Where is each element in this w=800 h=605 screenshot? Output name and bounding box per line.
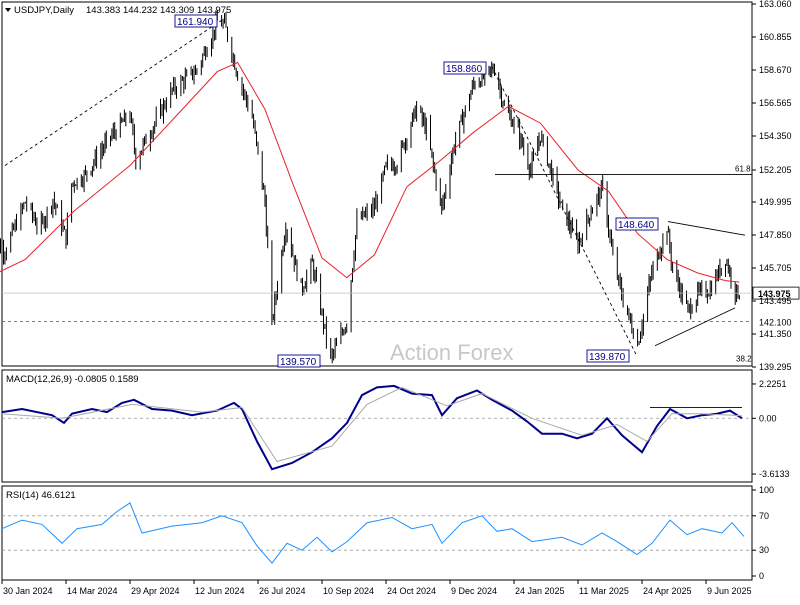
price-tick-label: 143.495: [759, 296, 792, 306]
macd-tick-label: 2.2251: [759, 379, 787, 389]
price-panel-frame: [1, 1, 753, 367]
x-tick-label: 9 Dec 2024: [451, 586, 497, 596]
annotation-label: 158.860: [446, 64, 483, 75]
macd-panel-frame: [1, 369, 753, 483]
chart-title: USDJPY,Daily: [14, 5, 74, 16]
macd-tick-label: 0.00: [759, 413, 777, 423]
x-tick-label: 14 Mar 2024: [67, 586, 118, 596]
price-tick-label: 160.855: [759, 32, 792, 42]
x-tick-label: 24 Oct 2024: [387, 586, 436, 596]
fib-61-8-label: 61.8: [735, 165, 751, 174]
annotation-label: 139.570: [280, 357, 317, 368]
moving-average-line: [0, 61, 740, 283]
x-tick-label: 29 Apr 2024: [131, 586, 180, 596]
macd-line: [1, 384, 743, 471]
price-layer: 61.8 38.2 161.940 139.570 158.860 148.640 139.…: [0, 10, 752, 368]
annotation-label: 139.870: [589, 352, 626, 363]
fib-38-2-label: 38.2: [736, 354, 752, 363]
price-tick-label: 152.205: [759, 165, 792, 175]
x-tick-label: 12 Jun 2024: [195, 586, 245, 596]
x-tick-label: 24 Jan 2025: [515, 586, 565, 596]
x-tick-label: 10 Sep 2024: [323, 586, 374, 596]
rsi-tick-label: 30: [759, 545, 769, 555]
macd-label: MACD(12,26,9) -0.0805 0.1589: [6, 374, 139, 385]
price-tick-label: 145.705: [759, 263, 792, 273]
current-price-box: [752, 286, 800, 300]
rsi-tick-label: 100: [759, 485, 774, 495]
x-tick-label: 26 Jul 2024: [259, 586, 306, 596]
support-level-label: 142.100: [759, 318, 792, 328]
annotation-label: 161.940: [177, 17, 214, 28]
price-tick-label: 149.995: [759, 197, 792, 207]
macd-layer: [1, 384, 752, 471]
annotation-label: 148.640: [618, 220, 655, 231]
macd-signal-line: [1, 386, 743, 463]
price-tick-label: 158.670: [759, 65, 792, 75]
rsi-label: RSI(14) 46.6121: [6, 490, 76, 501]
triangle-upper-line: [667, 221, 746, 236]
price-tick-label: 147.850: [759, 230, 792, 240]
watermark: Action Forex: [390, 340, 514, 365]
price-tick-label: 163.060: [759, 0, 792, 9]
rsi-panel-frame: [1, 485, 753, 581]
price-tick-label: 156.565: [759, 98, 792, 108]
annotation-box: [586, 349, 630, 363]
rsi-line: [1, 502, 745, 564]
price-tick-label: 141.350: [759, 329, 792, 339]
x-tick-label: 11 Mar 2025: [579, 586, 629, 596]
x-tick-label: 9 Jun 2025: [707, 586, 752, 596]
rsi-tick-label: 0: [759, 571, 764, 581]
annotation-box: [277, 354, 321, 368]
rsi-layer: [1, 502, 752, 564]
ohlc-readout: 143.383 144.232 143.309 143.975: [86, 5, 231, 16]
macd-tick-label: -3.6133: [759, 469, 790, 479]
triangle-lower-line: [654, 307, 736, 347]
price-tick-label: 139.295: [759, 362, 792, 372]
dropdown-triangle-icon[interactable]: [5, 8, 11, 12]
current-price-label: 143.975: [758, 289, 791, 299]
annotation-box: [174, 14, 218, 28]
annotation-box: [443, 61, 487, 75]
x-tick-label: 30 Jan 2024: [3, 586, 53, 596]
rsi-tick-label: 70: [759, 511, 769, 521]
price-tick-label: 154.350: [759, 131, 792, 141]
annotation-box: [615, 217, 659, 231]
trend-line-upper-left: [4, 19, 223, 166]
x-tick-label: 24 Apr 2025: [643, 586, 692, 596]
